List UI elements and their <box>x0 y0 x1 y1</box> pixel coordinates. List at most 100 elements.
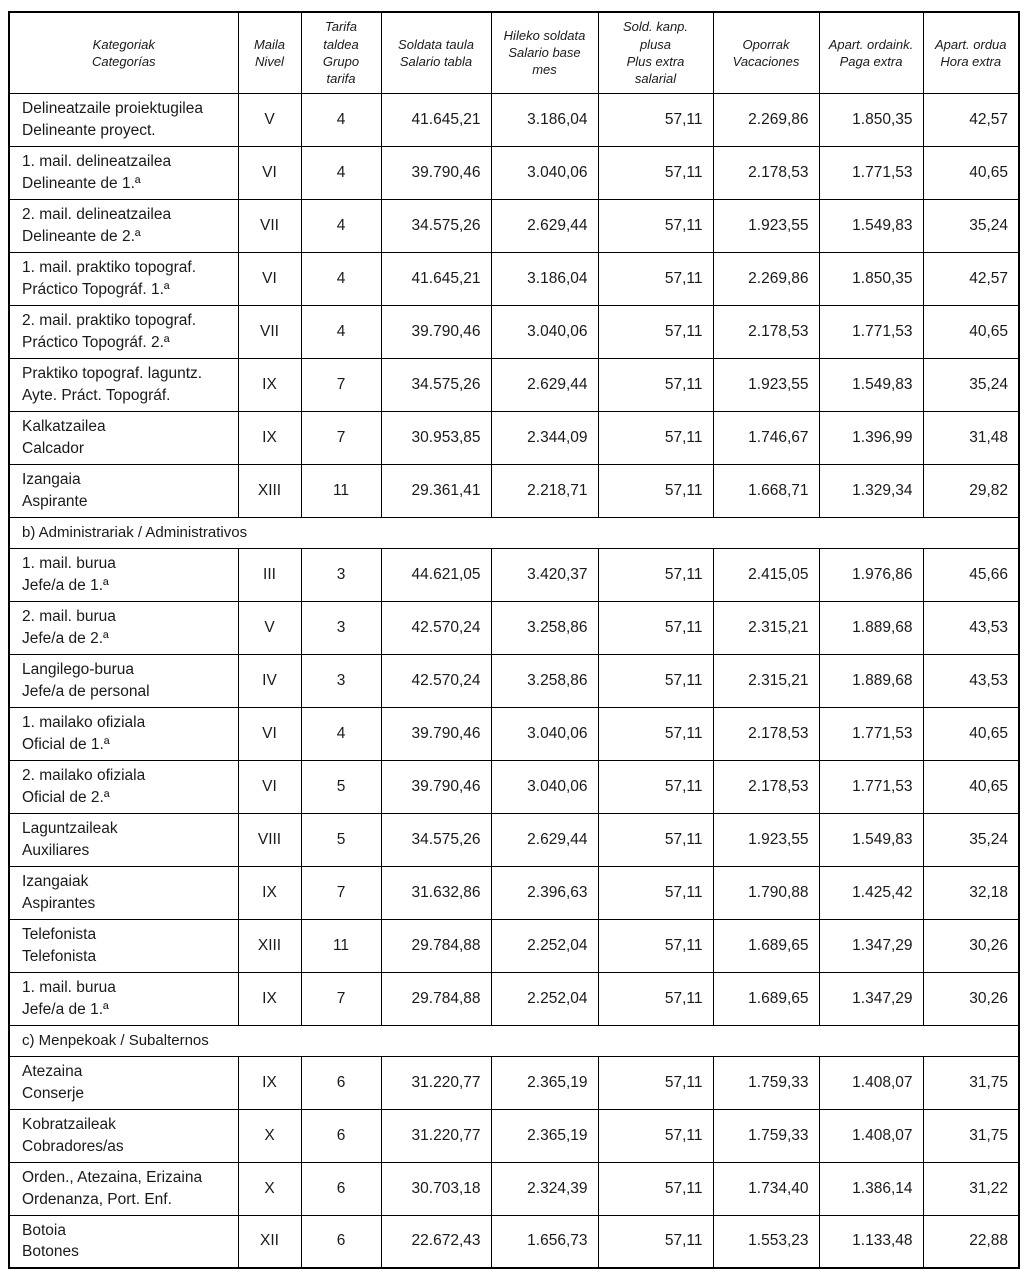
value-cell: 44.621,05 <box>380 547 492 602</box>
value-cell: 1.923,55 <box>712 357 820 412</box>
level-cell: VI <box>237 706 302 761</box>
value-cell: 1.549,83 <box>818 198 924 253</box>
tariff-group-cell: 3 <box>300 547 382 602</box>
section-row: b) Administrariak / Administrativos <box>8 516 1020 549</box>
value-cell: 3.040,06 <box>490 304 599 359</box>
value-cell: 1.850,35 <box>818 251 924 306</box>
category-cell: 2. mail. delineatzailea Delineante de 2.… <box>8 198 239 253</box>
category-cell: Botoia Botones <box>8 1214 239 1269</box>
table-row: Laguntzaileak Auxiliares VIII 5 34.575,26 2.… <box>8 812 1020 867</box>
value-cell: 29.784,88 <box>380 918 492 973</box>
value-cell: 43,53 <box>922 653 1020 708</box>
tariff-group-cell: 7 <box>300 971 382 1026</box>
tariff-group-cell: 4 <box>300 92 382 147</box>
value-cell: 40,65 <box>922 145 1020 200</box>
level-cell: IX <box>237 865 302 920</box>
value-cell: 30.953,85 <box>380 410 492 465</box>
value-cell: 57,11 <box>597 92 714 147</box>
value-cell: 30,26 <box>922 918 1020 973</box>
value-cell: 57,11 <box>597 1214 714 1269</box>
value-cell: 31.632,86 <box>380 865 492 920</box>
table-row: Orden., Atezaina, Erizaina Ordenanza, Po… <box>8 1161 1020 1216</box>
value-cell: 1.689,65 <box>712 918 820 973</box>
value-cell: 30.703,18 <box>380 1161 492 1216</box>
value-cell: 3.040,06 <box>490 706 599 761</box>
level-cell: IX <box>237 410 302 465</box>
level-cell: III <box>237 547 302 602</box>
value-cell: 31,22 <box>922 1161 1020 1216</box>
value-cell: 40,65 <box>922 759 1020 814</box>
level-cell: IV <box>237 653 302 708</box>
value-cell: 1.656,73 <box>490 1214 599 1269</box>
value-cell: 3.186,04 <box>490 92 599 147</box>
column-header-salary-table: Soldata taula Salario tabla <box>380 11 492 94</box>
value-cell: 1.549,83 <box>818 357 924 412</box>
tariff-group-cell: 5 <box>300 759 382 814</box>
value-cell: 2.269,86 <box>712 251 820 306</box>
value-cell: 57,11 <box>597 304 714 359</box>
tariff-group-cell: 7 <box>300 357 382 412</box>
value-cell: 1.889,68 <box>818 600 924 655</box>
value-cell: 1.790,88 <box>712 865 820 920</box>
table-row: Izangaiak Aspirantes IX 7 31.632,86 2.396,63… <box>8 865 1020 920</box>
salary-table: Kategoriak Categorías Maila Nivel Tarifa… <box>8 11 1020 1269</box>
value-cell: 31,48 <box>922 410 1020 465</box>
value-cell: 1.133,48 <box>818 1214 924 1269</box>
value-cell: 1.759,33 <box>712 1055 820 1110</box>
value-cell: 42.570,24 <box>380 653 492 708</box>
value-cell: 1.923,55 <box>712 198 820 253</box>
table-row: 2. mail. delineatzailea Delineante de 2.… <box>8 198 1020 253</box>
value-cell: 1.923,55 <box>712 812 820 867</box>
value-cell: 2.365,19 <box>490 1108 599 1163</box>
value-cell: 1.771,53 <box>818 145 924 200</box>
tariff-group-cell: 6 <box>300 1108 382 1163</box>
table-row: Atezaina Conserje IX 6 31.220,77 2.365,19 57,… <box>8 1055 1020 1110</box>
level-cell: X <box>237 1108 302 1163</box>
value-cell: 3.258,86 <box>490 653 599 708</box>
category-cell: Izangaia Aspirante <box>8 463 239 518</box>
value-cell: 2.252,04 <box>490 918 599 973</box>
table-row: Delineatzaile proiektugilea Delineante p… <box>8 92 1020 147</box>
level-cell: VII <box>237 304 302 359</box>
category-cell: Laguntzaileak Auxiliares <box>8 812 239 867</box>
category-cell: Izangaiak Aspirantes <box>8 865 239 920</box>
table-row: Botoia Botones XII 6 22.672,43 1.656,73 57,11… <box>8 1214 1020 1269</box>
tariff-group-cell: 6 <box>300 1055 382 1110</box>
level-cell: XIII <box>237 463 302 518</box>
table-body: Delineatzaile proiektugilea Delineante p… <box>8 92 1020 1269</box>
level-cell: VI <box>237 145 302 200</box>
table-row: Praktiko topograf. laguntz. Ayte. Práct.… <box>8 357 1020 412</box>
value-cell: 2.629,44 <box>490 812 599 867</box>
column-header-extra-plus: Sold. kanp. plusa Plus extra salarial <box>597 11 714 94</box>
table-row: 1. mail. delineatzailea Delineante de 1.… <box>8 145 1020 200</box>
value-cell: 1.771,53 <box>818 304 924 359</box>
value-cell: 31,75 <box>922 1108 1020 1163</box>
value-cell: 34.575,26 <box>380 198 492 253</box>
tariff-group-cell: 3 <box>300 653 382 708</box>
level-cell: VI <box>237 251 302 306</box>
value-cell: 32,18 <box>922 865 1020 920</box>
value-cell: 1.771,53 <box>818 706 924 761</box>
value-cell: 1.850,35 <box>818 92 924 147</box>
category-cell: Orden., Atezaina, Erizaina Ordenanza, Po… <box>8 1161 239 1216</box>
value-cell: 2.629,44 <box>490 198 599 253</box>
tariff-group-cell: 4 <box>300 198 382 253</box>
tariff-group-cell: 7 <box>300 410 382 465</box>
level-cell: V <box>237 92 302 147</box>
value-cell: 2.315,21 <box>712 653 820 708</box>
value-cell: 2.629,44 <box>490 357 599 412</box>
value-cell: 57,11 <box>597 918 714 973</box>
value-cell: 57,11 <box>597 1055 714 1110</box>
value-cell: 1.549,83 <box>818 812 924 867</box>
section-label: b) Administrariak / Administrativos <box>8 516 1020 549</box>
value-cell: 57,11 <box>597 463 714 518</box>
category-cell: Telefonista Telefonista <box>8 918 239 973</box>
value-cell: 57,11 <box>597 706 714 761</box>
level-cell: IX <box>237 1055 302 1110</box>
category-cell: 1. mail. burua Jefe/a de 1.ª <box>8 971 239 1026</box>
value-cell: 42,57 <box>922 251 1020 306</box>
value-cell: 45,66 <box>922 547 1020 602</box>
value-cell: 22,88 <box>922 1214 1020 1269</box>
value-cell: 57,11 <box>597 1108 714 1163</box>
value-cell: 35,24 <box>922 198 1020 253</box>
